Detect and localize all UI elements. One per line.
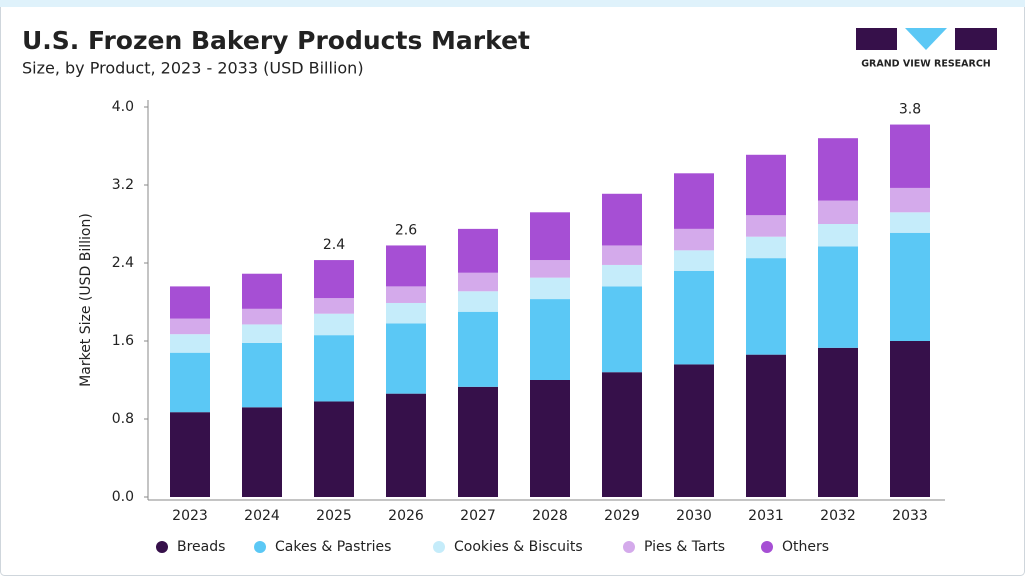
brand-text: GRAND VIEW RESEARCH <box>861 59 991 70</box>
y-tick-label: 0.8 <box>112 411 134 427</box>
legend-marker <box>254 541 266 553</box>
bar-segment <box>890 124 930 188</box>
x-tick-label: 2032 <box>820 508 856 524</box>
bar-segment <box>890 341 930 497</box>
x-tick-label: 2023 <box>172 508 208 524</box>
bar-segment <box>818 246 858 348</box>
bar-segment <box>242 324 282 343</box>
x-tick-label: 2027 <box>460 508 496 524</box>
bar-segment <box>674 250 714 271</box>
y-tick-label: 0.0 <box>112 489 134 505</box>
bar-segment <box>602 286 642 373</box>
y-tick-label: 2.4 <box>112 255 134 271</box>
bar-segment <box>746 354 786 497</box>
bar-segment <box>170 412 210 497</box>
x-tick-label: 2028 <box>532 508 568 524</box>
legend-marker <box>156 541 168 553</box>
bar-segment <box>530 299 570 380</box>
chart-subtitle: Size, by Product, 2023 - 2033 (USD Billi… <box>22 59 364 78</box>
bar-segment <box>530 380 570 497</box>
logo-block <box>856 28 897 50</box>
bar-segment <box>602 193 642 246</box>
bar-segment <box>386 245 426 287</box>
bar-segment <box>170 352 210 413</box>
bar-segment <box>530 277 570 300</box>
bar-segment <box>890 212 930 233</box>
legend-marker <box>623 541 635 553</box>
x-tick-label: 2025 <box>316 508 352 524</box>
bar-segment <box>386 323 426 394</box>
bar-segment <box>890 232 930 341</box>
logo-block <box>955 28 997 50</box>
bar-segment <box>674 270 714 365</box>
bar-segment <box>314 260 354 299</box>
bar-segment <box>602 245 642 265</box>
bar-segment <box>890 187 930 213</box>
bar-segment <box>314 313 354 336</box>
bar-segment <box>314 401 354 497</box>
bar-segment <box>674 173 714 229</box>
chart-title: U.S. Frozen Bakery Products Market <box>22 26 530 55</box>
bar-segment <box>530 260 570 278</box>
bar-segment <box>530 212 570 261</box>
logo: GRAND VIEW RESEARCH <box>856 28 997 70</box>
total-label: 2.4 <box>323 237 345 253</box>
bar-segment <box>458 291 498 312</box>
legend-marker <box>433 541 445 553</box>
bar-segment <box>746 215 786 237</box>
bar-segment <box>170 286 210 319</box>
y-axis-label: Market Size (USD Billion) <box>78 213 94 387</box>
bar-segment <box>242 308 282 325</box>
bar-segment <box>242 342 282 408</box>
bar-segment <box>674 364 714 497</box>
bar-segment <box>458 311 498 387</box>
bar-segment <box>458 272 498 292</box>
bar-segment <box>170 318 210 335</box>
legend-label: Cookies & Biscuits <box>454 539 583 555</box>
bar-segment <box>818 347 858 497</box>
top-band <box>0 0 1025 7</box>
bar-segment <box>818 200 858 224</box>
bar-segment <box>170 334 210 353</box>
legend-label: Cakes & Pastries <box>275 539 391 555</box>
bar-segment <box>674 228 714 251</box>
logo-triangle <box>905 28 947 50</box>
bar-segment <box>746 154 786 216</box>
bar-segment <box>746 236 786 259</box>
bar-segment <box>386 302 426 324</box>
x-tick-label: 2030 <box>676 508 712 524</box>
bar-segment <box>242 407 282 497</box>
x-tick-label: 2033 <box>892 508 928 524</box>
legend-label: Pies & Tarts <box>644 539 725 555</box>
x-tick-label: 2031 <box>748 508 784 524</box>
y-tick-label: 4.0 <box>112 99 134 115</box>
x-tick-label: 2029 <box>604 508 640 524</box>
bar-segment <box>314 298 354 314</box>
bar-segment <box>386 393 426 497</box>
bar-segment <box>602 372 642 497</box>
bar-segment <box>818 138 858 201</box>
bar-segment <box>746 258 786 355</box>
bar-segment <box>458 228 498 273</box>
total-label: 2.6 <box>395 222 417 238</box>
bar-segment <box>242 273 282 309</box>
bar-segment <box>818 224 858 247</box>
x-tick-label: 2026 <box>388 508 424 524</box>
total-label: 3.8 <box>899 102 921 118</box>
legend-label: Others <box>782 539 829 555</box>
bar-segment <box>314 335 354 402</box>
x-tick-label: 2024 <box>244 508 280 524</box>
y-tick-label: 3.2 <box>112 177 134 193</box>
legend-label: Breads <box>177 539 225 555</box>
bar-segment <box>458 386 498 497</box>
y-tick-label: 1.6 <box>112 333 134 349</box>
legend-marker <box>761 541 773 553</box>
bar-segment <box>602 264 642 287</box>
bar-segment <box>386 286 426 303</box>
